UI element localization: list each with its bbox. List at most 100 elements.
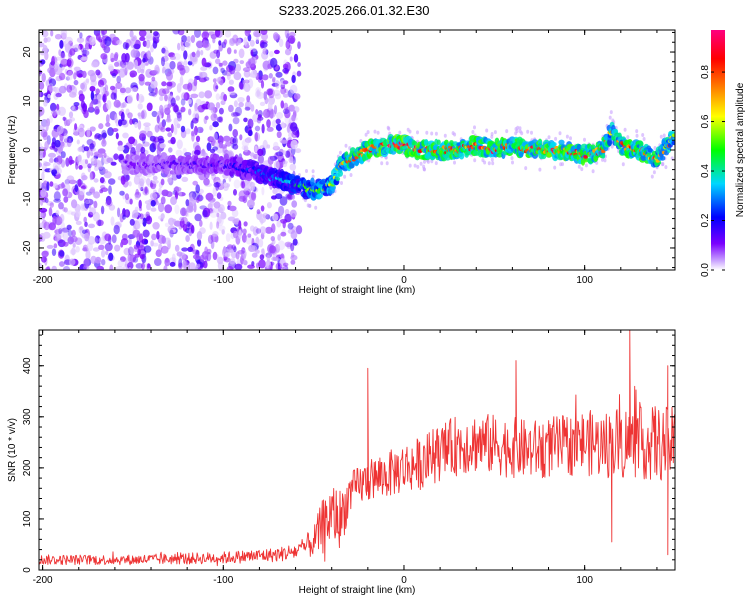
- noise-speckle: [40, 129, 48, 138]
- noise-speckle: [117, 145, 125, 152]
- noise-speckle: [73, 102, 80, 107]
- noise-speckle: [244, 30, 251, 37]
- noise-speckle: [221, 229, 225, 235]
- signal-trace-outer: [436, 139, 441, 146]
- noise-speckle: [198, 77, 207, 83]
- noise-speckle: [165, 127, 172, 132]
- noise-speckle: [39, 222, 44, 230]
- noise-speckle: [137, 120, 142, 130]
- noise-speckle: [230, 250, 237, 259]
- noise-speckle: [273, 160, 280, 170]
- noise-speckle: [60, 221, 66, 231]
- noise-speckle: [86, 242, 93, 252]
- signal-halo: [591, 169, 595, 174]
- noise-speckle: [89, 102, 94, 112]
- noise-speckle: [243, 117, 248, 123]
- noise-speckle: [265, 226, 273, 234]
- noise-speckle: [245, 190, 249, 198]
- noise-speckle: [47, 84, 53, 94]
- noise-speckle: [215, 77, 222, 82]
- noise-speckle: [218, 107, 224, 115]
- noise-speckle: [124, 193, 130, 201]
- noise-speckle: [144, 186, 148, 195]
- noise-speckle: [66, 58, 72, 67]
- noise-speckle: [48, 152, 56, 158]
- noise-speckle: [87, 163, 92, 169]
- noise-speckle: [202, 209, 208, 218]
- snr-x-axis-title: Height of straight line (km): [299, 585, 416, 596]
- noise-speckle: [125, 108, 130, 116]
- noise-speckle: [41, 30, 49, 38]
- noise-speckle: [161, 56, 165, 67]
- noise-speckle: [135, 218, 144, 224]
- noise-speckle: [104, 242, 113, 252]
- colorbar-tick-label: 0.0: [700, 263, 711, 277]
- noise-speckle: [149, 79, 158, 89]
- noise-speckle: [129, 70, 138, 78]
- noise-speckle: [203, 76, 210, 82]
- noise-speckle: [267, 109, 276, 119]
- colorbar-label: Normalized spectral amplitude: [735, 82, 746, 217]
- noise-speckle: [232, 129, 238, 138]
- noise-speckle: [89, 126, 96, 132]
- noise-speckle: [194, 30, 201, 38]
- noise-speckle: [225, 141, 232, 147]
- noise-speckle: [103, 152, 107, 158]
- noise-speckle: [212, 207, 220, 213]
- noise-speckle: [137, 93, 144, 104]
- noise-speckle: [90, 157, 98, 165]
- noise-speckle: [45, 266, 51, 270]
- noise-speckle: [124, 258, 128, 268]
- noise-speckle: [188, 196, 197, 207]
- noise-speckle: [261, 123, 265, 134]
- colorbar-tick-label: 0.8: [700, 65, 711, 79]
- noise-speckle: [293, 106, 300, 113]
- noise-speckle: [218, 206, 223, 214]
- noise-speckle: [233, 189, 237, 196]
- signal-trace-outer: [317, 193, 323, 199]
- noise-speckle: [222, 135, 231, 142]
- snr-x-tick-label: 100: [576, 575, 593, 586]
- noise-speckle: [283, 102, 289, 111]
- noise-speckle: [196, 41, 204, 49]
- noise-speckle: [138, 199, 142, 209]
- noise-speckle: [89, 207, 96, 216]
- noise-speckle: [98, 244, 105, 250]
- noise-speckle: [85, 199, 91, 205]
- noise-speckle: [80, 158, 89, 169]
- noise-speckle: [270, 57, 278, 68]
- signal-halo: [487, 161, 491, 166]
- snr-y-tick-label: 400: [22, 357, 33, 374]
- noise-speckle: [124, 209, 131, 218]
- snr-y-tick-label: 300: [22, 408, 33, 425]
- noise-speckle: [180, 98, 186, 106]
- noise-speckle: [164, 49, 170, 57]
- noise-speckle: [170, 123, 174, 134]
- noise-speckle: [108, 204, 116, 211]
- noise-speckle: [59, 39, 64, 49]
- signal-halo: [413, 163, 417, 168]
- noise-speckle: [289, 31, 296, 38]
- noise-speckle: [150, 200, 156, 207]
- noise-speckle: [40, 188, 47, 198]
- noise-speckle: [227, 86, 235, 93]
- noise-speckle: [282, 67, 290, 74]
- noise-speckle: [164, 107, 171, 115]
- noise-speckle: [100, 53, 108, 60]
- signal-trace-outer: [496, 153, 503, 158]
- noise-speckle: [280, 100, 285, 109]
- noise-speckle: [250, 104, 255, 112]
- noise-speckle: [217, 135, 224, 145]
- noise-speckle: [284, 88, 288, 94]
- noise-speckle: [290, 139, 299, 150]
- noise-speckle: [95, 69, 101, 76]
- noise-speckle: [85, 78, 90, 83]
- noise-speckle: [59, 213, 65, 223]
- noise-speckle: [243, 145, 249, 153]
- signal-halo: [530, 130, 533, 135]
- noise-speckle: [97, 148, 106, 154]
- signal-halo: [376, 130, 380, 135]
- noise-speckle: [94, 165, 99, 172]
- noise-speckle: [58, 228, 63, 235]
- noise-speckle: [101, 139, 107, 147]
